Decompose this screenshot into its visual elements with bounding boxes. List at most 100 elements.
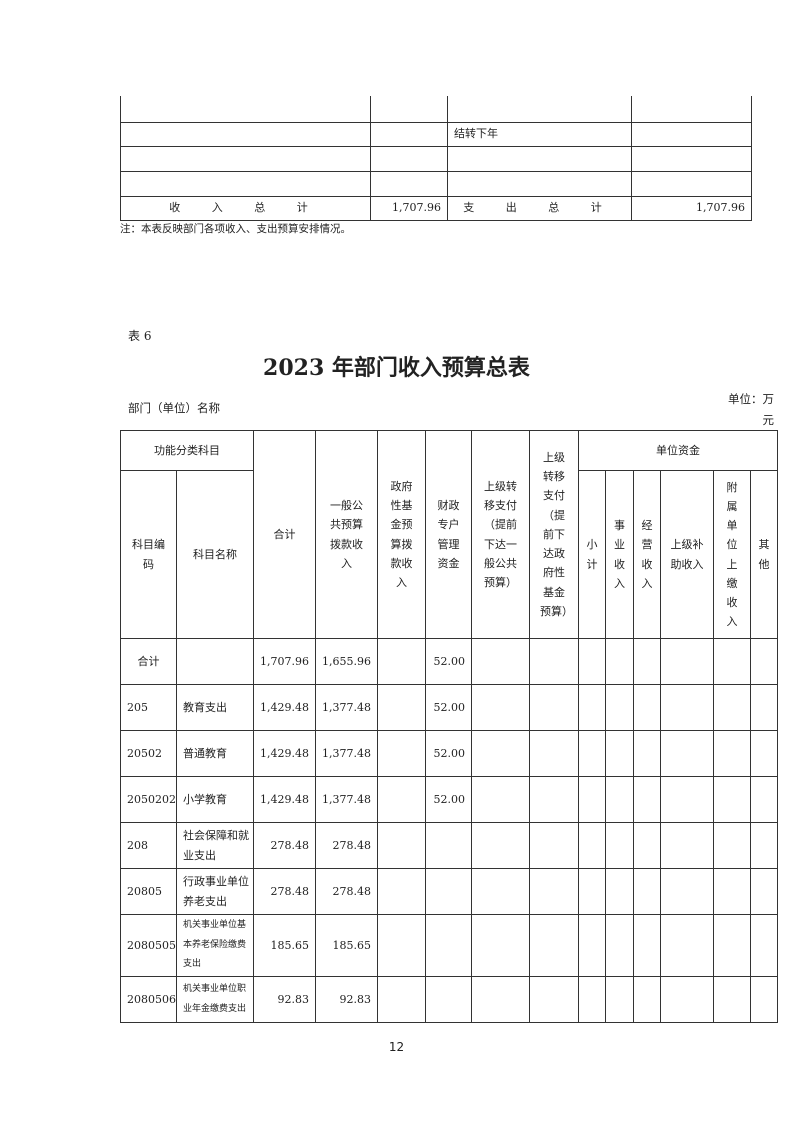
cell	[370, 170, 448, 197]
cell-name: 社会保障和就业支出	[176, 822, 254, 869]
cell-code: 2050202	[120, 776, 177, 823]
expense-total-label: 支 出 总 计	[447, 195, 632, 221]
cell	[529, 914, 579, 977]
table-note: 注：本表反映部门各项收入、支出预算安排情况。	[120, 223, 351, 235]
cell-total: 278.48	[253, 868, 316, 915]
header-other: 其他	[750, 470, 778, 639]
cell	[377, 868, 426, 915]
cell	[713, 638, 751, 685]
cell	[660, 730, 714, 777]
cell	[633, 868, 661, 915]
cell	[713, 776, 751, 823]
cell	[660, 868, 714, 915]
cell	[660, 914, 714, 977]
cell-special: 52.00	[425, 730, 472, 777]
cell	[370, 145, 448, 172]
cell	[605, 638, 634, 685]
cell-special: 52.00	[425, 638, 472, 685]
table-row: 合计 1,707.96 1,655.96 52.00	[120, 638, 778, 685]
header-code: 科目编码	[120, 470, 177, 639]
cell-code: 208	[120, 822, 177, 869]
cell	[750, 822, 778, 869]
cell	[660, 976, 714, 1023]
header-transfer-general: 上级转移支付（提前下达一般公共预算）	[471, 430, 530, 639]
table-row: 2080506 机关事业单位职业年金缴费支出 92.83 92.83	[120, 976, 778, 1023]
cell-general: 92.83	[315, 976, 378, 1023]
cell	[578, 684, 606, 731]
cell-total: 1,429.48	[253, 776, 316, 823]
cell-code: 20805	[120, 868, 177, 915]
cell	[750, 638, 778, 685]
cell	[120, 145, 371, 172]
cell	[120, 121, 371, 147]
cell	[578, 776, 606, 823]
cell	[578, 730, 606, 777]
page-title: 2023 年部门收入预算总表	[263, 355, 530, 381]
cell-total: 185.65	[253, 914, 316, 977]
cell	[631, 121, 752, 147]
department-label: 部门（单位）名称	[128, 401, 220, 415]
cell	[605, 914, 634, 977]
carryover-label: 结转下年	[447, 121, 632, 147]
cell	[750, 976, 778, 1023]
income-expense-summary-table: 结转下年 收 入 总 计 1,707.96 支 出 总 计 1,707.96	[120, 96, 752, 221]
cell	[529, 730, 579, 777]
cell	[529, 976, 579, 1023]
cell	[578, 914, 606, 977]
cell	[605, 822, 634, 869]
cell	[377, 976, 426, 1023]
cell	[529, 868, 579, 915]
cell	[633, 914, 661, 977]
cell	[447, 96, 632, 123]
header-function-class: 功能分类科目	[120, 430, 254, 471]
cell-special: 52.00	[425, 776, 472, 823]
cell-general: 1,655.96	[315, 638, 378, 685]
cell-name: 小学教育	[176, 776, 254, 823]
cell	[633, 638, 661, 685]
cell	[750, 684, 778, 731]
cell	[660, 822, 714, 869]
cell	[471, 822, 530, 869]
cell	[578, 976, 606, 1023]
cell	[578, 638, 606, 685]
cell	[713, 730, 751, 777]
cell	[471, 776, 530, 823]
cell	[529, 776, 579, 823]
cell	[660, 638, 714, 685]
cell-code: 205	[120, 684, 177, 731]
header-transfer-fund: 上级转移支付（提前下达政府性基金预算）	[529, 430, 579, 639]
header-general-budget: 一般公共预算拨款收入	[315, 430, 378, 639]
cell-code: 2080506	[120, 976, 177, 1023]
table-row: 208 社会保障和就业支出 278.48 278.48	[120, 822, 778, 869]
cell	[377, 776, 426, 823]
table-number: 表 6	[128, 329, 152, 343]
cell-total: 1,707.96	[253, 638, 316, 685]
cell-general: 1,377.48	[315, 730, 378, 777]
cell	[750, 776, 778, 823]
header-business: 事业收入	[605, 470, 634, 639]
cell	[631, 145, 752, 172]
cell	[750, 914, 778, 977]
cell	[633, 684, 661, 731]
cell	[377, 730, 426, 777]
cell	[713, 976, 751, 1023]
cell-name: 机关事业单位基本养老保险缴费支出	[176, 914, 254, 977]
cell	[377, 822, 426, 869]
cell-special: 52.00	[425, 684, 472, 731]
cell	[633, 776, 661, 823]
cell	[605, 776, 634, 823]
cell	[447, 145, 632, 172]
income-total-value: 1,707.96	[370, 195, 448, 221]
header-total: 合计	[253, 430, 316, 639]
cell	[471, 914, 530, 977]
cell-name: 行政事业单位养老支出	[176, 868, 254, 915]
header-operating: 经营收入	[633, 470, 661, 639]
cell	[660, 776, 714, 823]
cell	[529, 822, 579, 869]
cell-special	[425, 822, 472, 869]
cell	[713, 684, 751, 731]
cell-total: 278.48	[253, 822, 316, 869]
cell	[713, 914, 751, 977]
cell	[370, 121, 448, 147]
